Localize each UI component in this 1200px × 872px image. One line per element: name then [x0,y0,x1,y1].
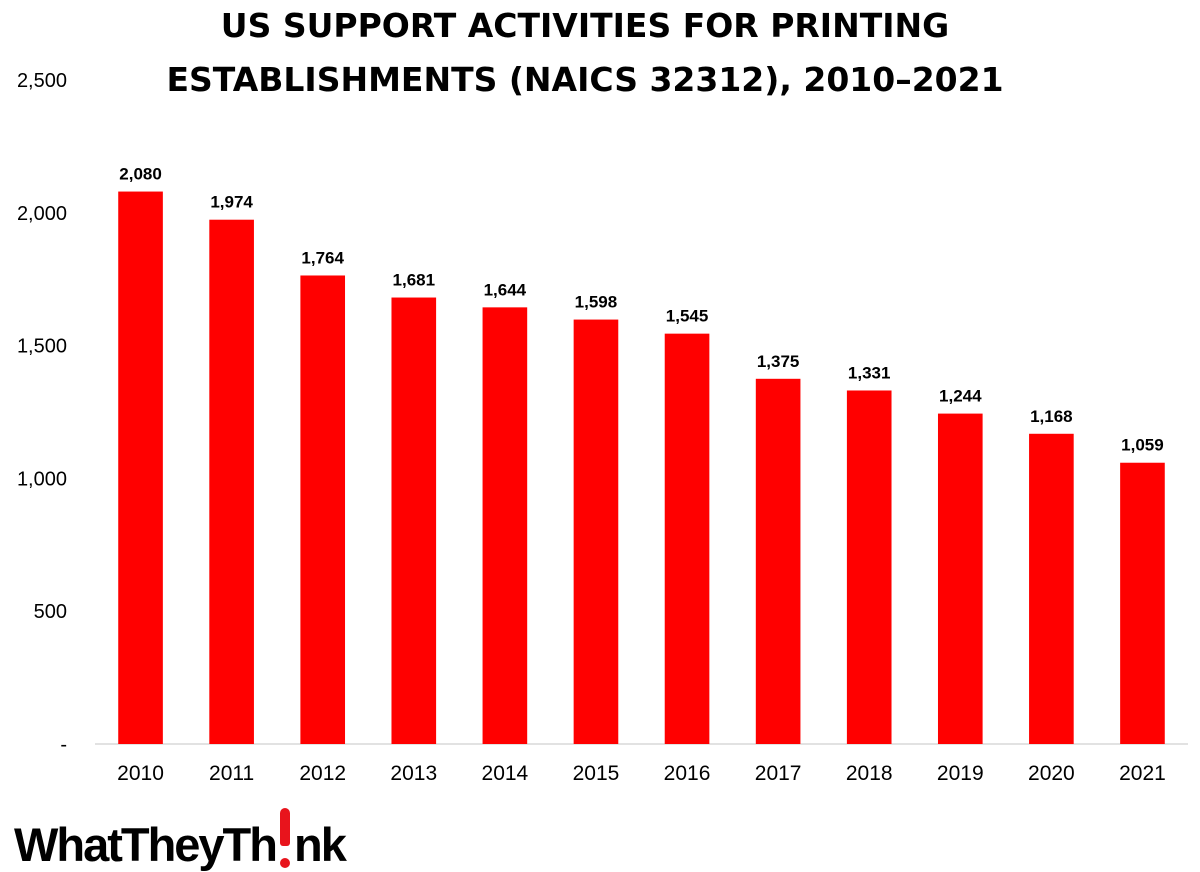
data-label: 1,764 [301,248,344,267]
x-tick-label: 2021 [1119,762,1166,785]
x-tick-label: 2016 [664,762,711,785]
x-tick-label: 2010 [117,762,164,785]
y-tick-label: 1,000 [17,468,67,490]
data-label: 1,681 [393,271,436,290]
x-tick-label: 2014 [482,762,529,785]
data-label: 1,375 [757,352,800,371]
data-label: 1,545 [666,307,709,326]
x-tick-label: 2015 [573,762,620,785]
data-label: 1,974 [210,193,253,212]
bar [664,333,710,744]
data-label: 1,059 [1121,436,1164,455]
whattheythink-logo: WhatTheyTh nk [14,798,347,871]
y-tick-label: 1,500 [17,336,67,358]
bar [209,219,254,745]
data-label: 1,244 [939,387,982,406]
data-labels: 2,080 1,974 1,764 1,681 1,644 1,598 1,545 1,375… [119,165,1163,455]
bar [1120,462,1165,744]
bar [482,307,528,744]
bar [937,413,983,744]
x-tick-label: 2012 [299,762,346,785]
data-label: 1,598 [575,293,618,312]
x-tick-label: 2018 [846,762,893,785]
data-label: 1,331 [848,363,891,382]
chart-title-line-1: US SUPPORT ACTIVITIES FOR PRINTING [221,6,949,45]
x-tick-label: 2013 [390,762,437,785]
bar [391,297,437,744]
chart-title: US SUPPORT ACTIVITIES FOR PRINTING ESTAB… [166,6,1003,99]
bar-chart: US SUPPORT ACTIVITIES FOR PRINTING ESTAB… [17,6,1188,785]
bar [118,191,163,744]
bar [846,390,892,744]
data-label: 1,644 [484,280,527,299]
y-axis: - 500 1,000 1,500 2,000 2,500 [17,70,67,756]
y-tick-label: - [60,734,67,756]
x-tick-label: 2011 [209,762,254,785]
x-tick-label: 2019 [937,762,984,785]
logo-text-start: WhatTheyTh [14,818,278,871]
y-tick-label: 500 [34,601,67,623]
exclamation-mark-icon [277,808,293,868]
y-tick-label: 2,500 [17,70,67,92]
y-tick-label: 2,000 [17,203,67,225]
x-tick-label: 2020 [1028,762,1075,785]
chart-title-line-2: ESTABLISHMENTS (NAICS 32312), 2010–2021 [166,60,1003,99]
bars [118,191,1165,745]
bar [300,275,346,744]
data-label: 1,168 [1030,407,1073,426]
bar [755,378,801,744]
x-axis: 2010 2011 2012 2013 2014 2015 2016 2017 2018 2019… [117,762,1166,785]
data-label: 2,080 [119,165,162,184]
x-tick-label: 2017 [755,762,802,785]
bar [573,319,619,744]
bar [1029,433,1074,744]
logo-text-end: nk [293,818,347,871]
